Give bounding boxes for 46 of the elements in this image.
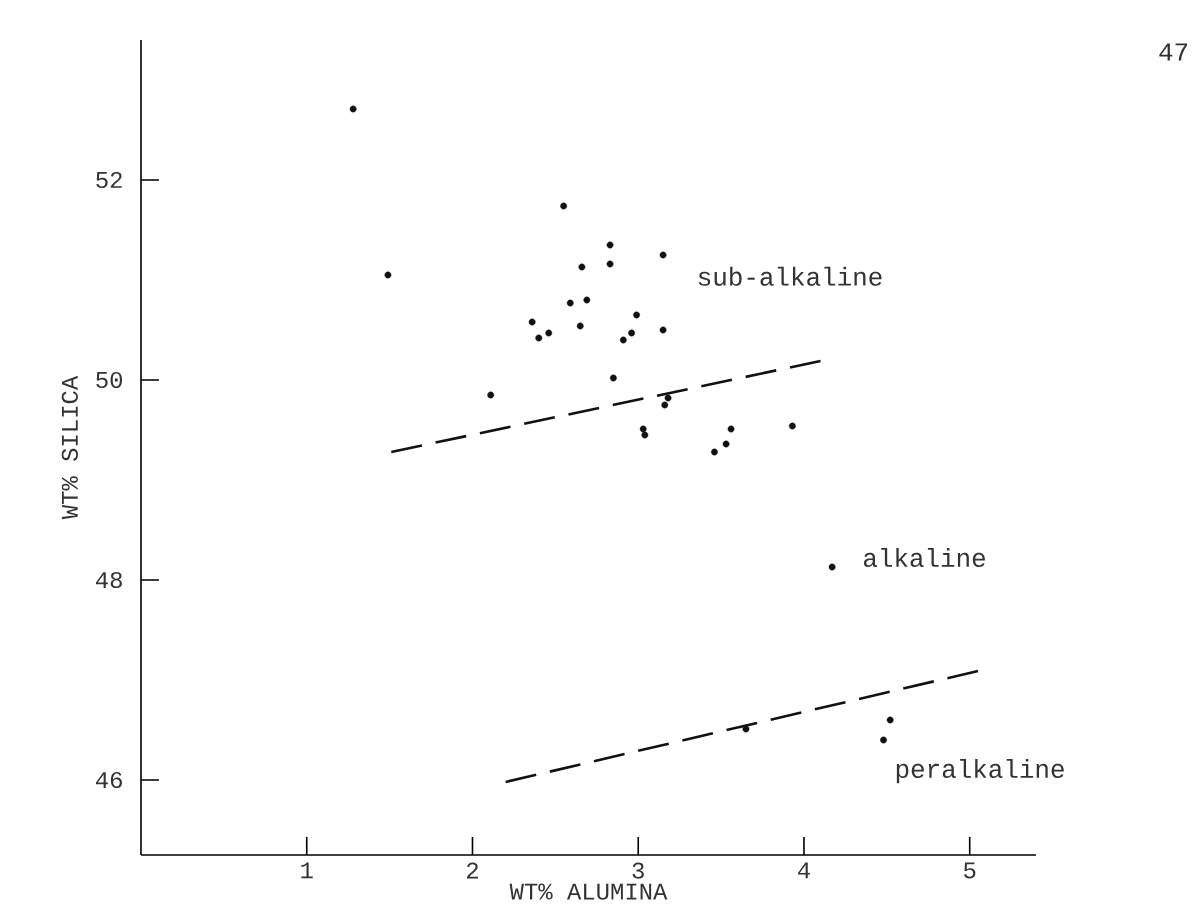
point	[628, 329, 635, 337]
point	[886, 716, 894, 724]
y-tick-label: 52	[96, 171, 122, 189]
point	[742, 725, 750, 733]
x-tick-label: 1	[301, 862, 313, 879]
annotation: peralkaline	[896, 758, 1064, 784]
x-tick-label: 5	[964, 862, 976, 879]
x-axis-title: WT% ALUMINA	[509, 883, 668, 900]
point	[560, 202, 568, 210]
point	[639, 425, 647, 433]
point	[633, 311, 640, 319]
x-tick-label: 3	[632, 862, 644, 879]
y-tick-label: 50	[96, 371, 123, 389]
annotation: sub-alkaline	[698, 266, 882, 286]
point	[606, 260, 614, 268]
x-tick-label: 2	[467, 862, 478, 879]
point	[727, 425, 735, 433]
point	[828, 563, 836, 571]
point	[722, 440, 730, 448]
point	[578, 263, 586, 271]
x-tick-label: 4	[798, 862, 810, 879]
point	[349, 105, 357, 113]
point	[606, 241, 614, 249]
point	[659, 251, 667, 259]
point	[664, 394, 672, 402]
point	[576, 322, 584, 330]
annotation: alkaline	[863, 548, 985, 568]
point	[583, 296, 591, 304]
point	[788, 422, 796, 430]
point	[641, 431, 649, 439]
y-tick-label: 48	[95, 571, 122, 589]
point	[619, 336, 627, 344]
y-tick-label: 46	[95, 771, 122, 789]
point	[487, 391, 495, 399]
point	[528, 318, 536, 326]
point	[566, 299, 574, 307]
point	[880, 736, 887, 744]
y-axis-title: WT% SILICA	[61, 375, 78, 520]
point	[609, 374, 617, 382]
point	[711, 448, 718, 456]
text: 47	[1159, 43, 1188, 61]
point	[384, 271, 392, 279]
point	[661, 401, 669, 409]
point	[535, 334, 543, 342]
point	[659, 326, 667, 334]
point	[545, 329, 553, 337]
